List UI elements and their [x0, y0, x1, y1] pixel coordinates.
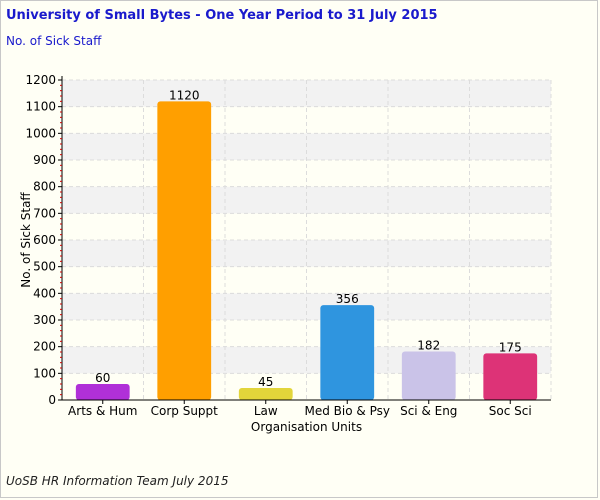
- x-tick-label: Soc Sci: [489, 404, 532, 418]
- bar: [483, 353, 538, 400]
- y-tick-label: 200: [33, 340, 56, 354]
- bar-value-label: 60: [95, 371, 110, 385]
- y-tick-label: 1200: [25, 73, 56, 87]
- y-tick-label: 900: [33, 153, 56, 167]
- x-axis-title: Organisation Units: [251, 420, 362, 434]
- y-tick-label: 1000: [25, 126, 56, 140]
- bar-value-label: 356: [336, 292, 359, 306]
- y-tick-label: 600: [33, 233, 56, 247]
- bar: [320, 305, 375, 400]
- y-tick-label: 800: [33, 180, 56, 194]
- y-tick-label: 100: [33, 366, 56, 380]
- bar: [75, 384, 130, 400]
- bar: [401, 351, 456, 400]
- bar: [157, 101, 212, 400]
- y-tick-label: 1100: [25, 100, 56, 114]
- x-tick-label: Corp Suppt: [151, 404, 219, 418]
- bar-value-label: 45: [258, 375, 273, 389]
- footer-note: UoSB HR Information Team July 2015: [6, 474, 229, 488]
- x-tick-label: Law: [254, 404, 278, 418]
- chart-subtitle: No. of Sick Staff: [6, 34, 102, 48]
- x-tick-label: Med Bio & Psy: [305, 404, 390, 418]
- y-tick-label: 400: [33, 286, 56, 300]
- y-axis-title: No. of Sick Staff: [19, 192, 33, 288]
- bar: [238, 388, 293, 400]
- axes: 0 100 200 300 400 500 600 700 800 900 1000 1100 1200…: [25, 73, 551, 418]
- x-tick-label: Arts & Hum: [68, 404, 137, 418]
- y-tick-label: 0: [48, 393, 56, 407]
- bar-value-label: 175: [499, 340, 522, 354]
- bars: [75, 101, 538, 400]
- y-tick-label: 300: [33, 313, 56, 327]
- y-tick-label: 700: [33, 206, 56, 220]
- x-tick-label: Sci & Eng: [400, 404, 457, 418]
- chart-title: University of Small Bytes - One Year Per…: [6, 8, 438, 23]
- bar-value-label: 1120: [169, 88, 200, 102]
- data-labels: 60 1120 45 356 182 175: [95, 88, 522, 389]
- bar-value-label: 182: [417, 338, 440, 352]
- y-tick-label: 500: [33, 260, 56, 274]
